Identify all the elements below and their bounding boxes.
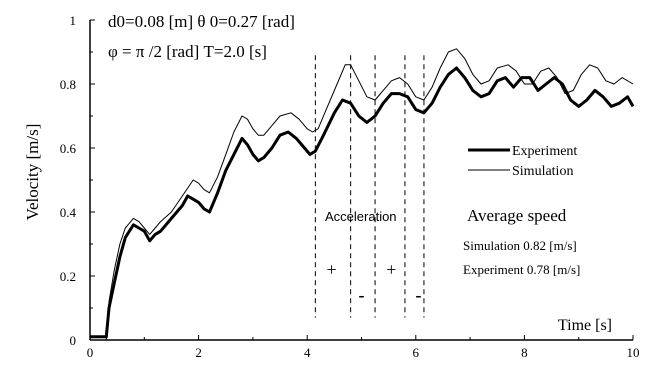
average-experiment-text: Experiment 0.78 [m/s]	[463, 262, 580, 277]
y-tick-label: 0.8	[60, 77, 76, 92]
minus-sign: -	[416, 285, 422, 305]
legend: Experiment Simulation	[468, 144, 577, 179]
x-tick-label: 10	[627, 345, 640, 360]
x-axis-label: Time [s]	[558, 317, 612, 334]
series-group	[90, 48, 635, 341]
parameter-line-2: φ = π /2 [rad] T=2.0 [s]	[108, 42, 267, 61]
x-tick-label: 8	[521, 345, 528, 360]
plus-sign: +	[327, 260, 337, 280]
y-tick-label: 1	[70, 13, 77, 28]
average-simulation-text: Simulation 0.82 [m/s]	[463, 238, 577, 253]
legend-simulation-label: Simulation	[512, 164, 573, 179]
plus-sign: +	[386, 260, 396, 280]
y-tick-label: 0	[70, 333, 77, 348]
minus-sign: -	[359, 285, 365, 305]
parameter-line-1: d0=0.08 [m] θ 0=0.27 [rad]	[108, 12, 295, 31]
axes: 0 2 4 6 8 10 0 0.2 0.4 0.6 0.8 1	[60, 13, 640, 360]
x-tick-label: 0	[87, 345, 94, 360]
y-tick-label: 0.2	[60, 269, 76, 284]
legend-experiment-label: Experiment	[512, 144, 577, 159]
series-line-simulation	[90, 48, 634, 341]
annotations: +-+-	[314, 55, 425, 318]
y-axis-label: Velocity [m/s]	[23, 124, 42, 221]
x-tick-label: 4	[304, 345, 311, 360]
series-line-experiment	[90, 66, 635, 339]
x-tick-label: 2	[195, 345, 202, 360]
y-tick-label: 0.6	[60, 141, 77, 156]
acceleration-label: Acceleration	[325, 209, 397, 224]
y-tick-label: 0.4	[60, 205, 77, 220]
average-speed-title: Average speed	[467, 206, 567, 225]
x-tick-label: 6	[413, 345, 420, 360]
